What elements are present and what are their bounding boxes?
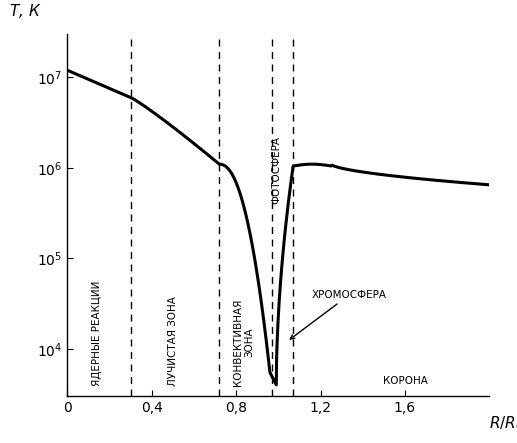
Text: ЯДЕРНЫЕ РЕАКЦИИ: ЯДЕРНЫЕ РЕАКЦИИ [92, 280, 102, 386]
Text: КОРОНА: КОРОНА [383, 376, 428, 386]
Text: КОНВЕКТИВНАЯ
ЗОНА: КОНВЕКТИВНАЯ ЗОНА [233, 299, 254, 386]
X-axis label: $R/R_\mathrm{С}$: $R/R_\mathrm{С}$ [489, 414, 517, 433]
Text: ХРОМОСФЕРА: ХРОМОСФЕРА [290, 290, 387, 339]
Text: ФОТОСФЕРА: ФОТОСФЕРА [271, 136, 281, 204]
Text: ЛУЧИСТАЯ ЗОНА: ЛУЧИСТАЯ ЗОНА [168, 296, 178, 386]
Y-axis label: $T$, К: $T$, К [9, 2, 41, 20]
